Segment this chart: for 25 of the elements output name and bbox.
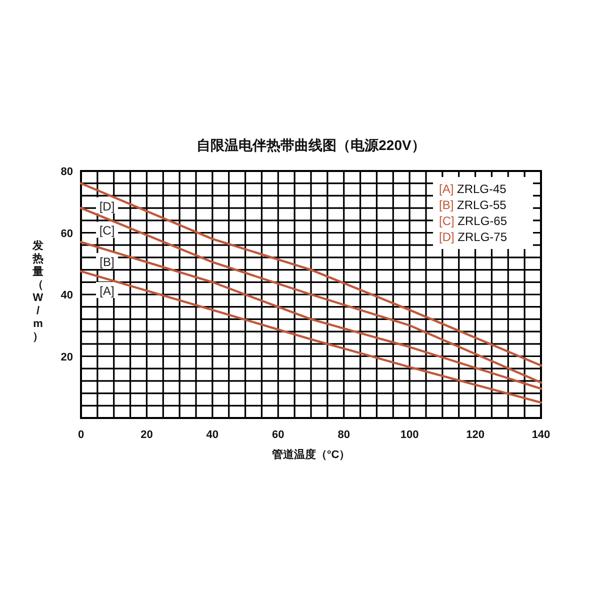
annotation: [D] ZRLG-75 <box>439 230 508 244</box>
chart-title: 自限温电伴热带曲线图（电源220V） <box>196 137 426 153</box>
y-axis-title: 发热量（W/m） <box>32 239 44 343</box>
y-tick-label: 40 <box>60 290 73 302</box>
y-tick-label: 80 <box>60 166 73 178</box>
x-axis-title: 管道温度（°C） <box>270 448 350 461</box>
line-series <box>80 182 542 367</box>
x-tick-label: 0 <box>78 429 84 441</box>
series-label: [B] <box>100 254 114 269</box>
x-tick-label: 80 <box>338 429 350 441</box>
series-label: [C] <box>99 224 115 238</box>
annotation: [B] ZRLG-55 <box>439 198 507 212</box>
y-tick-label: 60 <box>60 228 73 240</box>
x-tick-label: 40 <box>206 429 219 441</box>
x-tick-label: 60 <box>272 429 284 441</box>
x-tick-label: 120 <box>466 429 484 441</box>
line-series <box>80 270 542 404</box>
series-label: [A] <box>100 284 114 298</box>
x-tick-label: 100 <box>400 429 419 441</box>
annotation: [A] ZRLG-45 <box>439 182 507 196</box>
y-tick-label: 20 <box>60 351 73 364</box>
x-tick-label: 20 <box>140 429 153 441</box>
annotation: [C] ZRLG-65 <box>439 214 508 228</box>
x-tick-label: 140 <box>532 429 550 441</box>
series-label: [D] <box>99 199 115 214</box>
